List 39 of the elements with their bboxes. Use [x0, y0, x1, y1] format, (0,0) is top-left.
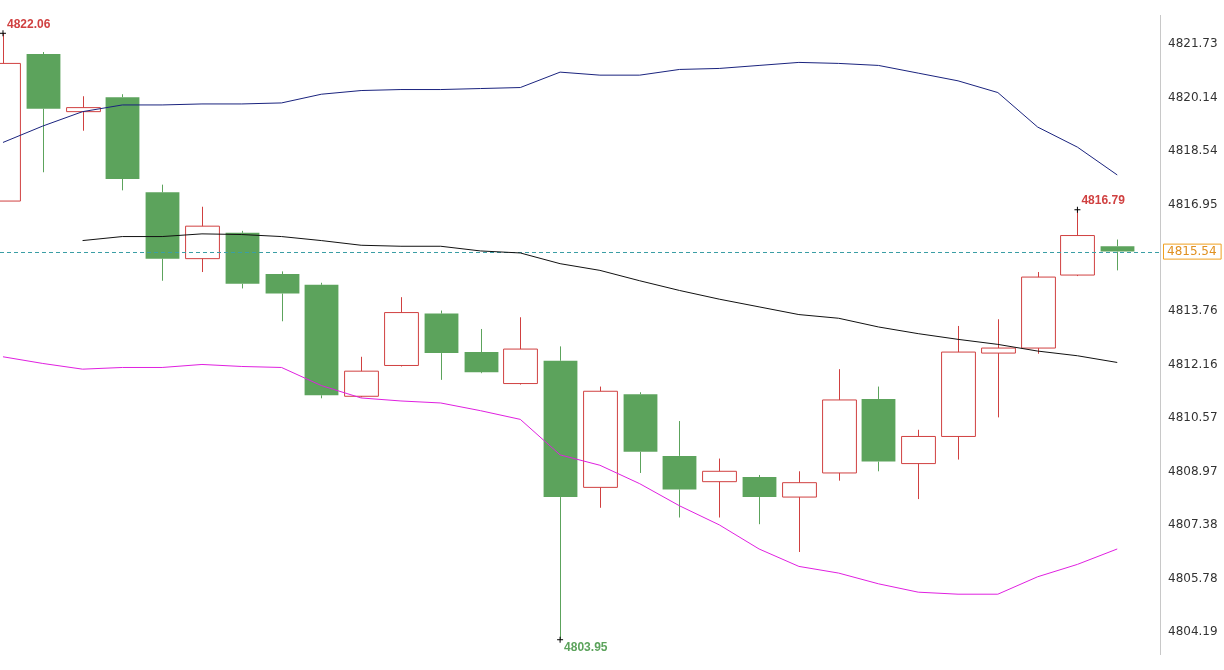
- candlestick: [344, 356, 379, 397]
- ref-line-label: 4815.54: [1167, 243, 1217, 258]
- y-tick-label: 4812.16: [1168, 356, 1218, 371]
- candlestick: [981, 318, 1016, 418]
- candlestick: [384, 296, 419, 366]
- candlestick: [66, 95, 101, 132]
- candlestick: [662, 420, 697, 518]
- y-tick-label: 4810.57: [1168, 410, 1218, 425]
- candlestick: [583, 386, 618, 509]
- candlestick: [1100, 239, 1135, 271]
- candlestick: [185, 206, 220, 273]
- y-tick-label: 4816.95: [1168, 196, 1218, 211]
- y-tick-label: 4813.76: [1168, 303, 1218, 318]
- candlestick: [145, 184, 180, 282]
- candlestick: [304, 282, 339, 399]
- candlestick: [822, 368, 857, 482]
- y-tick-label: 4821.73: [1168, 36, 1218, 51]
- candlestick: [265, 270, 300, 322]
- y-tick-label: 4804.19: [1168, 623, 1218, 638]
- candlestick: [464, 328, 499, 373]
- candlestick: [742, 474, 777, 525]
- candlestick: [623, 391, 658, 474]
- candlestick: [26, 51, 61, 173]
- candlestick: [702, 458, 737, 518]
- candlestick: [901, 429, 936, 500]
- y-tick-label: 4818.54: [1168, 143, 1218, 158]
- annotation: 4816.79: [1081, 193, 1126, 208]
- y-tick-label: 4807.38: [1168, 517, 1218, 531]
- annotation: 4822.06: [6, 16, 51, 31]
- candlestick: [424, 310, 459, 381]
- y-tick-label: 4805.78: [1168, 570, 1218, 585]
- candlestick: [861, 386, 896, 472]
- candlestick: [105, 93, 140, 191]
- candlestick: [503, 316, 538, 385]
- candlestick: [782, 470, 817, 553]
- y-tick-label: 4808.97: [1168, 463, 1218, 478]
- candlestick: [941, 325, 976, 461]
- annotation: 4803.95: [564, 640, 608, 655]
- y-tick-label: 4820.14: [1168, 89, 1218, 104]
